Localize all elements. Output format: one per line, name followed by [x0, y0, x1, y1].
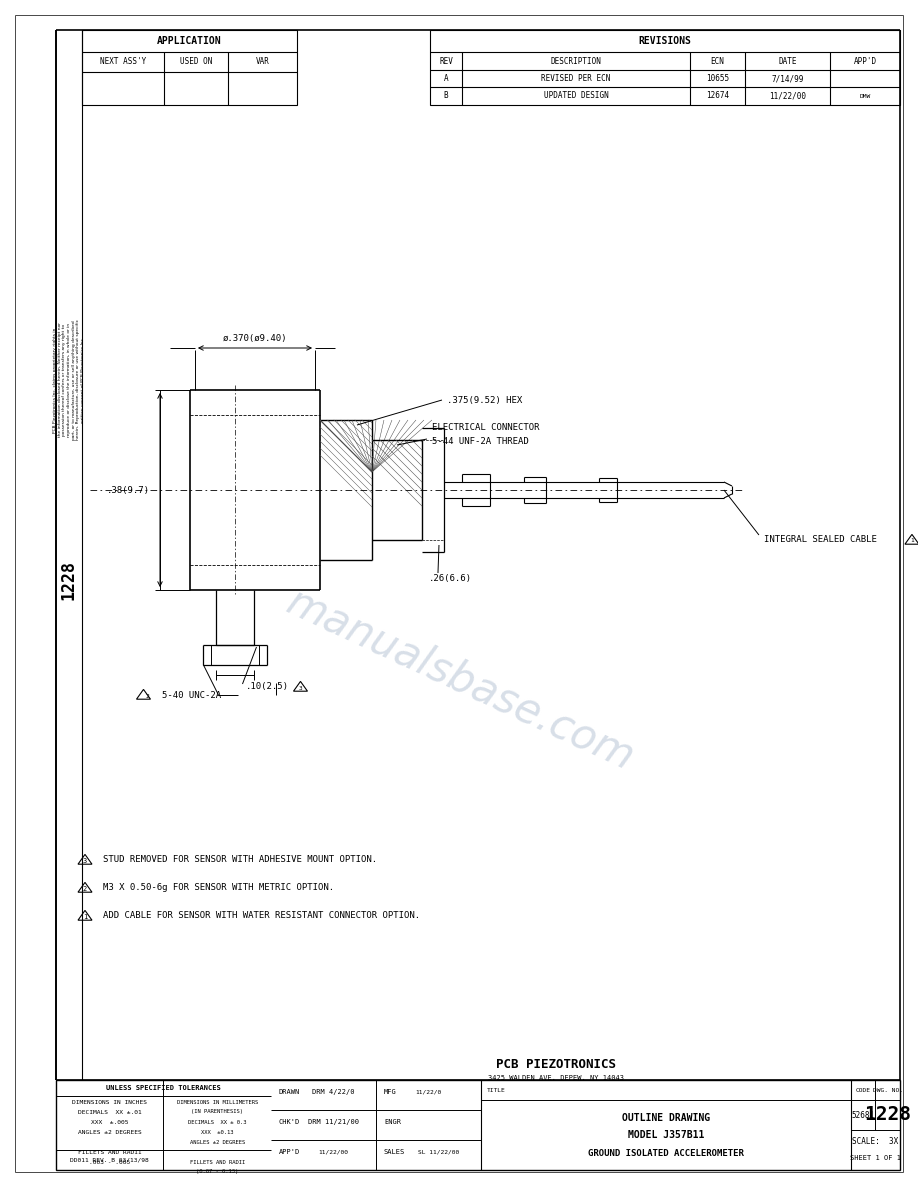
Text: STUD REMOVED FOR SENSOR WITH ADHESIVE MOUNT OPTION.: STUD REMOVED FOR SENSOR WITH ADHESIVE MO…: [103, 856, 377, 864]
Text: 1228: 1228: [864, 1104, 912, 1124]
Text: XXX  ±.005: XXX ±.005: [91, 1119, 129, 1124]
Text: SCALE:  3X: SCALE: 3X: [852, 1137, 899, 1147]
Text: 11/22/00: 11/22/00: [769, 91, 806, 101]
Text: DIMENSIONS IN INCHES: DIMENSIONS IN INCHES: [73, 1099, 147, 1104]
Text: 7/14/99: 7/14/99: [771, 74, 803, 83]
Text: 5-44 UNF-2A THREAD: 5-44 UNF-2A THREAD: [432, 438, 529, 446]
Text: 2: 2: [146, 693, 150, 698]
Text: 1: 1: [83, 914, 87, 920]
Text: .26(6.6): .26(6.6): [429, 573, 472, 583]
Text: PCB Piezotronics Inc. claims proprietary rights in
the information disclosed her: PCB Piezotronics Inc. claims proprietary…: [53, 319, 84, 440]
Text: GROUND ISOLATED ACCELEROMETER: GROUND ISOLATED ACCELEROMETER: [588, 1149, 744, 1159]
Text: REVISIONS: REVISIONS: [639, 36, 691, 46]
Text: CHK'D: CHK'D: [279, 1119, 300, 1125]
Text: .375(9.52) HEX: .375(9.52) HEX: [447, 395, 522, 405]
Text: ø.370(ø9.40): ø.370(ø9.40): [223, 334, 287, 343]
Text: INTEGRAL SEALED CABLE: INTEGRAL SEALED CABLE: [764, 535, 877, 545]
Text: B: B: [443, 91, 448, 101]
Text: (0.07 - 0.13): (0.07 - 0.13): [196, 1169, 239, 1174]
Text: DRAWN: DRAWN: [279, 1088, 300, 1094]
Text: .10(2.5): .10(2.5): [245, 683, 288, 692]
Text: SL 11/22/00: SL 11/22/00: [418, 1149, 459, 1155]
Text: ECN: ECN: [711, 57, 724, 65]
Text: SHEET 1 OF 1: SHEET 1 OF 1: [850, 1155, 901, 1161]
Text: (IN PARENTHESIS): (IN PARENTHESIS): [191, 1110, 243, 1115]
Text: APPLICATION: APPLICATION: [157, 36, 222, 46]
Text: ADD CABLE FOR SENSOR WITH WATER RESISTANT CONNECTOR OPTION.: ADD CABLE FOR SENSOR WITH WATER RESISTAN…: [103, 912, 420, 920]
Text: .38(9.7): .38(9.7): [106, 485, 150, 495]
Text: DD011 REV. B 03/13/98: DD011 REV. B 03/13/98: [71, 1157, 149, 1162]
Text: 11/22/00: 11/22/00: [319, 1149, 349, 1155]
Text: 2: 2: [83, 886, 87, 891]
Text: 52681: 52681: [852, 1111, 875, 1121]
Bar: [56, 1080, 900, 1170]
Text: DESCRIPTION: DESCRIPTION: [551, 57, 601, 65]
Text: FILLETS AND RADII: FILLETS AND RADII: [78, 1149, 141, 1155]
Text: DATE: DATE: [778, 57, 797, 65]
Text: DIMENSIONS IN MILLIMETERS: DIMENSIONS IN MILLIMETERS: [176, 1099, 258, 1104]
Text: VAR: VAR: [255, 57, 270, 66]
Text: UNLESS SPECIFIED TOLERANCES: UNLESS SPECIFIED TOLERANCES: [106, 1085, 221, 1091]
Text: 10655: 10655: [706, 74, 729, 83]
Text: FILLETS AND RADII: FILLETS AND RADII: [190, 1160, 245, 1164]
Text: SALES: SALES: [384, 1149, 405, 1155]
Text: DECIMALS  XX ± 0.3: DECIMALS XX ± 0.3: [188, 1119, 247, 1124]
Text: DWG. NO.: DWG. NO.: [873, 1087, 902, 1092]
Text: ELECTRICAL CONNECTOR: ELECTRICAL CONNECTOR: [432, 424, 540, 432]
Text: 3425 WALDEN AVE. DEPEW, NY 14043: 3425 WALDEN AVE. DEPEW, NY 14043: [488, 1075, 624, 1081]
Text: ANGLES ±2 DEGREES: ANGLES ±2 DEGREES: [78, 1130, 141, 1135]
Text: CODE: CODE: [856, 1087, 870, 1092]
Text: .003 - .005: .003 - .005: [89, 1160, 130, 1164]
Text: 3: 3: [83, 858, 87, 864]
Text: APP'D: APP'D: [854, 57, 877, 65]
Text: DRM 11/21/00: DRM 11/21/00: [308, 1119, 359, 1125]
Text: PCB PIEZOTRONICS: PCB PIEZOTRONICS: [496, 1059, 616, 1072]
Text: M3 X 0.50-6g FOR SENSOR WITH METRIC OPTION.: M3 X 0.50-6g FOR SENSOR WITH METRIC OPTI…: [103, 883, 334, 893]
Text: 3: 3: [298, 686, 302, 691]
Bar: [82, 30, 297, 104]
Text: A: A: [443, 74, 448, 83]
Text: XXX  ±0.13: XXX ±0.13: [201, 1130, 233, 1135]
Bar: [430, 30, 900, 104]
Text: MODEL J357B11: MODEL J357B11: [628, 1130, 704, 1140]
Text: 5-40 UNC-2A: 5-40 UNC-2A: [162, 691, 221, 699]
Text: REVISED PER ECN: REVISED PER ECN: [542, 74, 610, 83]
Text: OUTLINE DRAWING: OUTLINE DRAWING: [621, 1113, 710, 1123]
Text: APP'D: APP'D: [279, 1149, 300, 1155]
Text: UPDATED DESIGN: UPDATED DESIGN: [543, 91, 609, 101]
Text: NEXT ASS'Y: NEXT ASS'Y: [100, 57, 146, 66]
Text: USED ON: USED ON: [180, 57, 212, 66]
Text: 12674: 12674: [706, 91, 729, 101]
Text: 1228: 1228: [60, 560, 78, 599]
Text: TITLE: TITLE: [487, 1087, 506, 1092]
Text: REV: REV: [439, 57, 453, 65]
Text: DRM 4/22/0: DRM 4/22/0: [312, 1088, 354, 1094]
Text: manualsbase.com: manualsbase.com: [279, 580, 641, 779]
Text: MFG: MFG: [384, 1088, 397, 1094]
Text: 1: 1: [910, 539, 913, 544]
Text: DMW: DMW: [859, 94, 870, 99]
Text: ENGR: ENGR: [384, 1119, 401, 1125]
Text: DECIMALS  XX ±.01: DECIMALS XX ±.01: [78, 1110, 141, 1115]
Text: 11/22/0: 11/22/0: [415, 1090, 442, 1094]
Text: ANGLES ±2 DEGREES: ANGLES ±2 DEGREES: [190, 1140, 245, 1144]
